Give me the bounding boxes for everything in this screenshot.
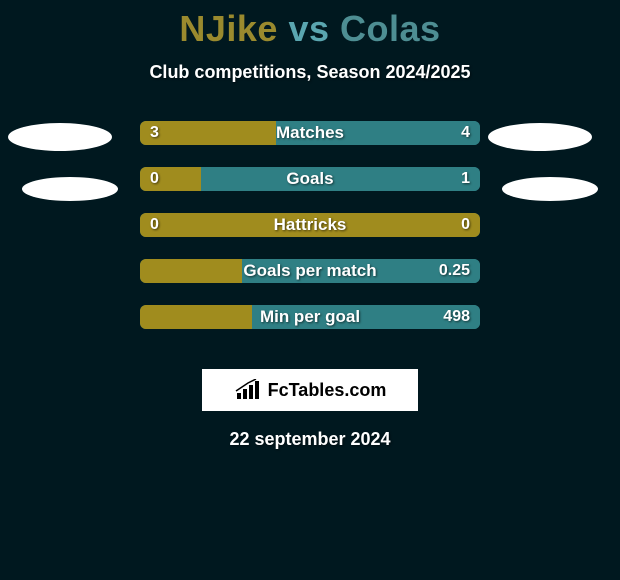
date-text: 22 september 2024 — [0, 429, 620, 450]
stat-value-right: 0.25 — [439, 259, 470, 283]
title-player2: Colas — [340, 8, 441, 49]
stat-bar-right — [276, 121, 480, 145]
avatar-oval — [8, 123, 112, 151]
brand-text: FcTables.com — [268, 380, 387, 401]
stat-value-left: 3 — [150, 121, 159, 145]
stat-bar-left — [140, 259, 242, 283]
stat-bar-right — [201, 167, 480, 191]
brand-box: FcTables.com — [202, 369, 418, 411]
brand-chart-icon — [234, 379, 262, 401]
stat-row: Hattricks00 — [0, 213, 620, 259]
stat-value-left: 0 — [150, 167, 159, 191]
stat-bar-left — [140, 121, 276, 145]
stat-bar-left — [140, 213, 480, 237]
stat-value-right: 1 — [461, 167, 470, 191]
avatar-oval — [488, 123, 592, 151]
title: NJike vs Colas — [0, 0, 620, 50]
title-player1: NJike — [179, 8, 278, 49]
comparison-infographic: NJike vs Colas Club competitions, Season… — [0, 0, 620, 580]
stat-value-right: 4 — [461, 121, 470, 145]
stat-bar-left — [140, 305, 252, 329]
stat-bar — [140, 121, 480, 145]
stat-bar — [140, 167, 480, 191]
stat-bar — [140, 305, 480, 329]
subtitle: Club competitions, Season 2024/2025 — [0, 62, 620, 83]
stat-value-left: 0 — [150, 213, 159, 237]
stat-value-right: 498 — [443, 305, 470, 329]
title-vs: vs — [288, 8, 329, 49]
avatar-oval — [502, 177, 598, 201]
stat-value-right: 0 — [461, 213, 470, 237]
stat-rows: Matches34Goals01Hattricks00Goals per mat… — [0, 121, 620, 351]
stat-row: Goals per match0.25 — [0, 259, 620, 305]
avatar-oval — [22, 177, 118, 201]
stat-bar — [140, 213, 480, 237]
stat-bar — [140, 259, 480, 283]
stat-row: Min per goal498 — [0, 305, 620, 351]
